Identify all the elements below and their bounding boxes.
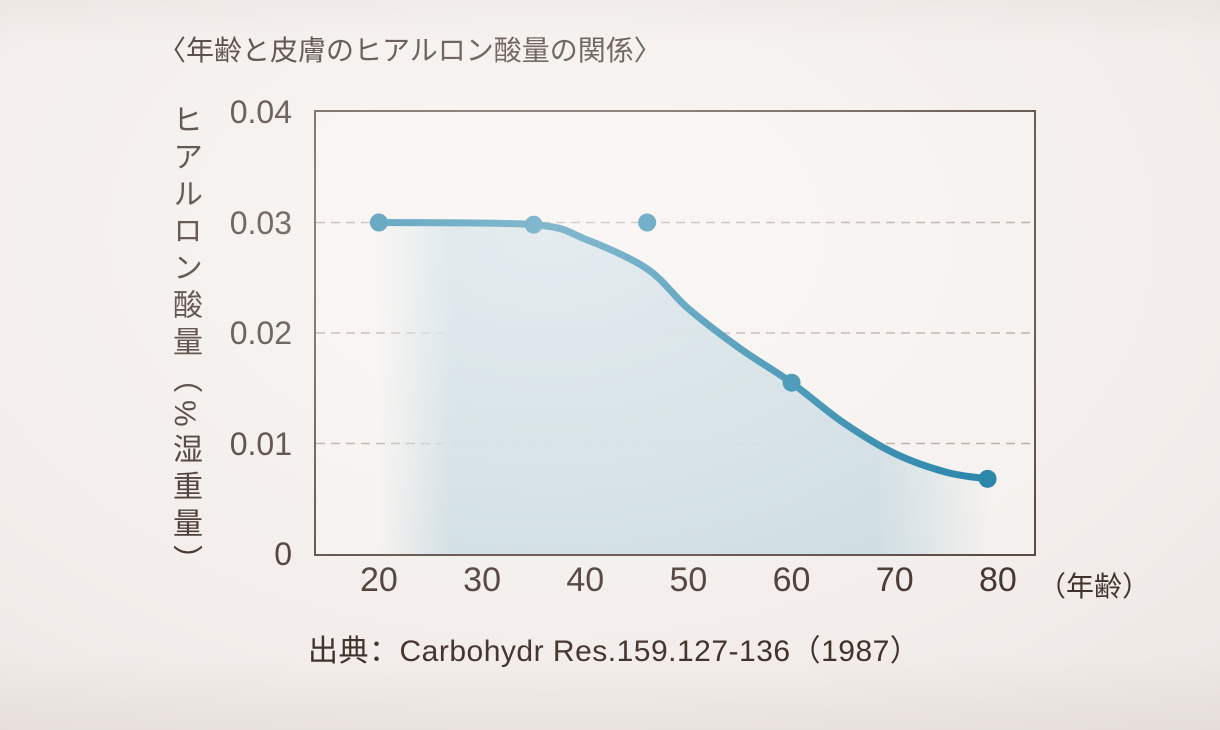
x-axis-tick-labels: 20 30 40 50 60 70 80 [316, 561, 1034, 601]
x-tick-label: 20 [360, 561, 398, 599]
y-tick-label: 0.02 [229, 315, 292, 351]
source-citation: 出典：Carbohydr Res.159.127-136（1987） [308, 635, 921, 668]
y-axis-tick-labels: 0.04 0.03 0.02 0.01 0 [200, 96, 292, 570]
x-axis-unit-label: （年齢） [1038, 571, 1151, 602]
y-axis-label: ヒアルロン酸量（%湿重量） [168, 104, 201, 582]
area-fill [378, 222, 988, 554]
data-point-marker [782, 373, 801, 392]
x-tick-label: 60 [772, 561, 811, 599]
x-tick-label: 80 [978, 561, 1017, 599]
plot-area [314, 110, 1036, 556]
x-tick-label: 40 [566, 561, 605, 599]
data-point-marker [524, 215, 543, 234]
line-chart-svg [316, 213, 1034, 554]
y-tick-label: 0.01 [229, 425, 292, 462]
x-tick-label: 70 [875, 561, 914, 599]
data-curve [375, 219, 992, 483]
y-tick-label: 0 [274, 536, 292, 572]
data-point-marker [638, 213, 657, 232]
x-tick-label: 30 [463, 561, 501, 599]
chart-title: 〈年齢と皮膚のヒアルロン酸量の関係〉 [158, 35, 662, 66]
y-tick-label: 0.04 [229, 94, 292, 130]
x-tick-label: 50 [669, 561, 708, 599]
data-point-marker [978, 469, 997, 488]
data-point-marker [369, 213, 388, 232]
y-tick-label: 0.03 [229, 204, 292, 241]
